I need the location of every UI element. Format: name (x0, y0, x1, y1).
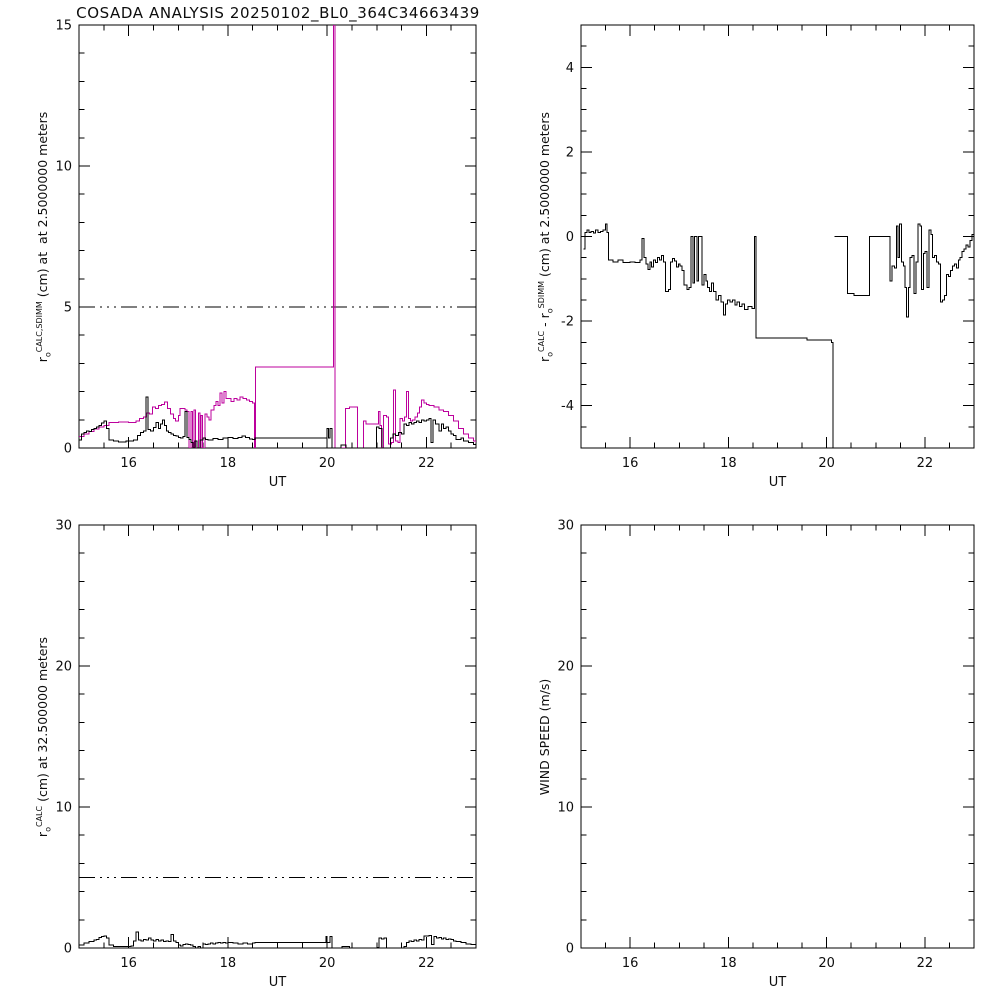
ylabel-part: SDIMM (537, 280, 546, 308)
plot-box (580, 524, 975, 949)
x-tick-label: 16 (622, 956, 639, 971)
x-tick-label: 18 (220, 456, 237, 471)
y-tick-label: 2 (566, 145, 574, 160)
xlabel-ut-bottom-right: UT (768, 975, 787, 990)
x-tick-label: 20 (319, 956, 336, 971)
ylabel-part: - (537, 317, 553, 331)
y-tick-label: 0 (566, 942, 574, 957)
series-line-r0_sdimm (79, 25, 476, 448)
ylabel-part: WIND SPEED (m/s) (537, 678, 552, 795)
figure-title: COSADA ANALYSIS 20250102_BL0_364C3466343… (76, 4, 480, 22)
x-tick-label: 18 (220, 956, 237, 971)
ylabel-part: (cm) at 32.500000 meters (35, 636, 51, 806)
plot-box (580, 24, 975, 449)
y-tick-label: 10 (55, 160, 72, 175)
series-line-r0_calc (79, 396, 476, 448)
series-line-r0_calc_32m (79, 931, 476, 948)
ylabel-wind-speed: WIND SPEED (m/s) (537, 517, 555, 957)
xlabel-ut-bottom-left: UT (268, 975, 287, 990)
y-tick-label: 10 (557, 801, 574, 816)
plot-box (78, 524, 477, 949)
ylabel-part: r (537, 356, 553, 362)
y-tick-label: 0 (64, 942, 72, 957)
y-tick-label: 20 (557, 660, 574, 675)
xlabel-ut-top-right: UT (768, 475, 787, 490)
ylabel-r0-calc-32.5m: roCALC (cm) at 32.500000 meters (35, 517, 53, 957)
ylabel-part: (cm) at at 2.5000000 meters (35, 111, 51, 301)
y-tick-label: -4 (561, 399, 574, 414)
ylabel-part: o (545, 307, 555, 313)
x-tick-label: 16 (120, 456, 137, 471)
x-tick-label: 20 (818, 456, 835, 471)
x-tick-label: 22 (418, 456, 435, 471)
y-tick-label: 0 (64, 442, 72, 457)
y-tick-label: 30 (55, 519, 72, 534)
y-tick-label: 4 (566, 61, 574, 76)
y-tick-label: 10 (55, 801, 72, 816)
plot-box (78, 24, 477, 449)
ylabel-part: o (43, 826, 53, 832)
x-tick-label: 16 (120, 956, 137, 971)
x-tick-label: 20 (319, 456, 336, 471)
x-tick-label: 22 (917, 956, 934, 971)
y-tick-label: 0 (566, 230, 574, 245)
x-tick-label: 18 (720, 956, 737, 971)
y-tick-label: 30 (557, 519, 574, 534)
ylabel-part: o (545, 351, 555, 357)
ylabel-part: CALC (537, 330, 546, 352)
ylabel-r0-calc-minus-sdimm-2.5m: roCALC - roSDIMM (cm) at 2.5000000 meter… (537, 17, 555, 457)
ylabel-part: r (35, 356, 51, 362)
ylabel-part: CALC,SDIMM (35, 300, 44, 352)
y-tick-label: -2 (561, 315, 574, 330)
ylabel-r0-calc-sdimm-2.5m: roCALC,SDIMM (cm) at at 2.5000000 meters (35, 17, 53, 457)
ylabel-part: r (35, 831, 51, 837)
ylabel-part: (cm) at 2.5000000 meters (537, 111, 553, 281)
x-tick-label: 22 (418, 956, 435, 971)
ylabel-part: CALC (35, 805, 44, 827)
x-tick-label: 16 (622, 456, 639, 471)
x-tick-label: 22 (917, 456, 934, 471)
xlabel-ut-top-left: UT (268, 475, 287, 490)
series-line-r0_diff (583, 223, 974, 448)
ylabel-part: r (537, 312, 553, 318)
ylabel-part: o (43, 351, 53, 357)
x-tick-label: 18 (720, 456, 737, 471)
x-tick-label: 20 (818, 956, 835, 971)
y-tick-label: 15 (55, 19, 72, 34)
y-tick-label: 20 (55, 660, 72, 675)
y-tick-label: 5 (64, 301, 72, 316)
